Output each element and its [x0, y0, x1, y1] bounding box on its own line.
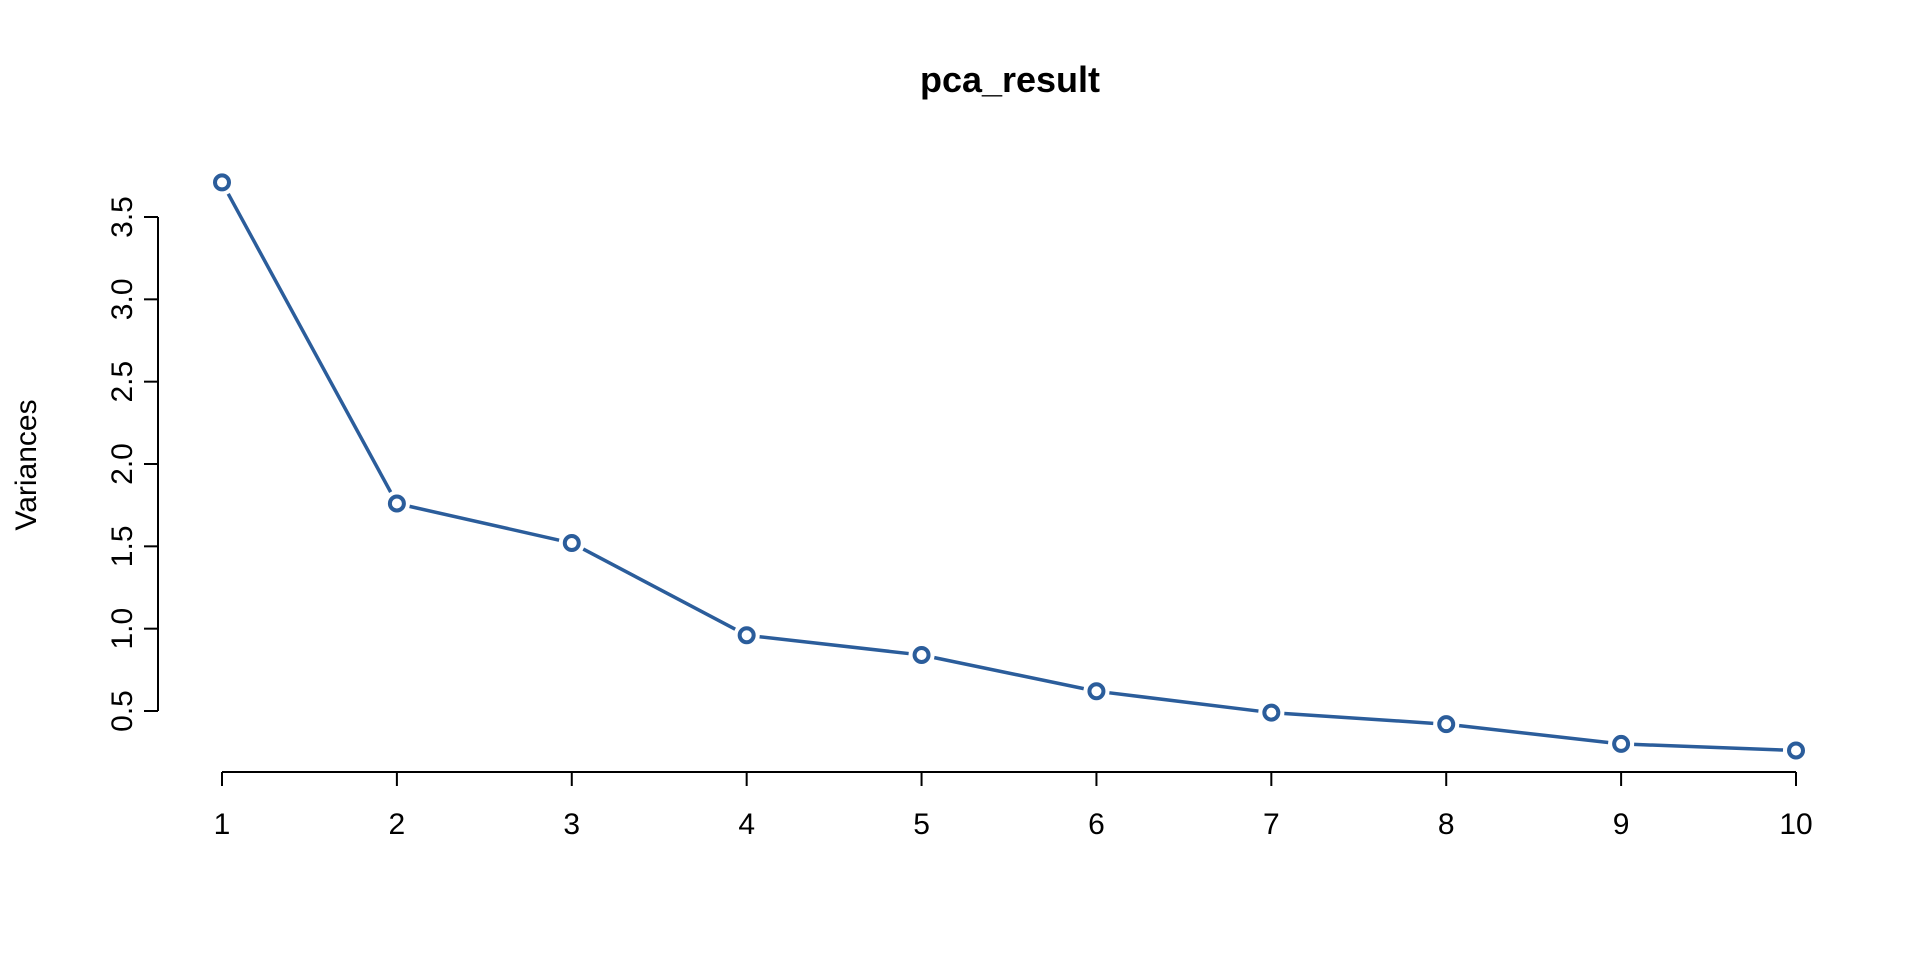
x-tick-label: 8: [1438, 808, 1455, 841]
series-group: [213, 173, 1805, 760]
y-tick-label: 2.0: [106, 443, 139, 485]
data-point: [1787, 741, 1805, 760]
x-tick-label: 4: [738, 808, 755, 841]
y-tick-label: 1.0: [106, 608, 139, 650]
data-point: [1087, 682, 1106, 701]
x-tick-label: 7: [1263, 808, 1280, 841]
data-point: [912, 646, 931, 665]
x-tick-label: 9: [1613, 808, 1630, 841]
series-line-segment: [409, 504, 560, 542]
x-tick-label: 3: [563, 808, 580, 841]
x-tick-label: 2: [389, 808, 406, 841]
axes: 0.5 1.0 1.5 2.0 2.5 3.0 3.5 1 2 3 4 5 6 7 8 9 10: [106, 196, 1813, 841]
y-tick-label: 3.5: [106, 196, 139, 238]
series-line-segment: [1458, 723, 1609, 745]
x-tick-label: 10: [1779, 808, 1812, 841]
data-point: [562, 534, 581, 553]
data-point: [213, 173, 231, 192]
data-point: [1612, 734, 1631, 753]
x-tick-label: 1: [214, 808, 231, 841]
series-line-segment: [1284, 711, 1434, 726]
y-tick-label: 1.5: [106, 525, 139, 567]
y-axis-label: Variances: [10, 399, 43, 530]
series-line-segment: [759, 634, 909, 656]
series-line-segment: [1109, 691, 1259, 713]
chart-title: pca_result: [920, 59, 1100, 100]
data-point: [387, 494, 406, 513]
series-line-segment: [1634, 742, 1784, 752]
y-tick-label: 3.0: [106, 278, 139, 320]
series-line-segment: [226, 192, 393, 493]
series-line-segment: [933, 655, 1085, 691]
x-tick-label: 6: [1088, 808, 1105, 841]
y-tick-label: 0.5: [106, 690, 139, 732]
data-point: [737, 626, 756, 645]
series-line-segment: [582, 547, 736, 631]
x-tick-label: 5: [913, 808, 930, 841]
y-tick-label: 2.5: [106, 361, 139, 403]
data-point: [1262, 703, 1281, 722]
data-point: [1437, 715, 1456, 734]
